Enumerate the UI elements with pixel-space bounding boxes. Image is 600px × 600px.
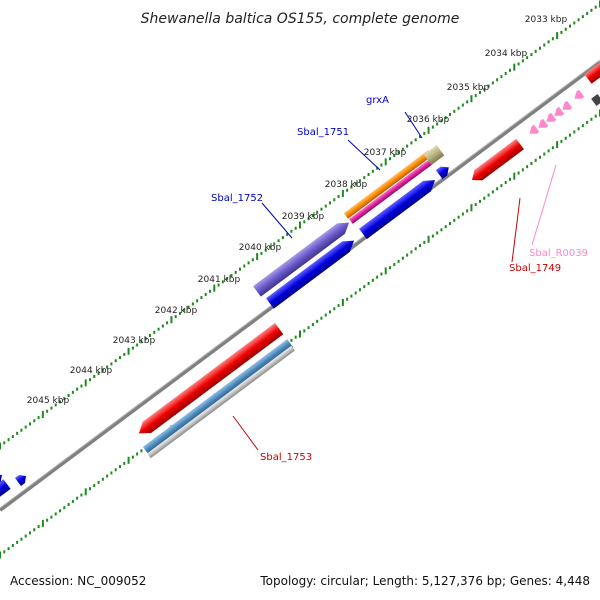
gene-label-sbal-1752[interactable]: Sbal_1752 (211, 193, 263, 204)
gene-blue-3[interactable] (435, 163, 452, 179)
callout-line-sbal-1751 (347, 139, 381, 171)
rna-chevron[interactable] (544, 112, 557, 126)
gene-sbal-1751-magenta-shape[interactable] (349, 156, 437, 224)
tick-label: 2045 kbp (27, 396, 70, 406)
gene-sbal-1753-steel[interactable] (142, 339, 294, 455)
gene-blue-left-1-shape[interactable] (0, 479, 11, 501)
gene-dark-edge-shape[interactable] (591, 94, 600, 106)
tick-label: 2037 kbp (364, 148, 407, 158)
tick-label: 2035 kbp (447, 83, 490, 93)
tick-label: 2044 kbp (70, 366, 113, 376)
gene-grxa-shape[interactable] (423, 145, 445, 165)
gene-grxa[interactable] (423, 145, 445, 165)
gene-blue-left-2[interactable] (15, 472, 29, 486)
gene-blue-3-shape[interactable] (435, 163, 452, 179)
tick-label: 2041 kbp (198, 275, 241, 285)
tick-label: 2038 kbp (325, 180, 368, 190)
gene-sbal-1749-shape[interactable] (468, 138, 524, 185)
gene-sbal-1751-magenta[interactable] (349, 156, 437, 224)
gene-sbal-1752-shape[interactable] (253, 217, 353, 297)
rna-chevron[interactable] (527, 124, 540, 138)
rna-chevron[interactable] (552, 106, 565, 120)
callout-line-sbal-1752 (261, 202, 293, 239)
callout-lines (232, 111, 557, 451)
gene-label-grxa[interactable]: grxA (366, 95, 389, 106)
gene-sbal-1753-gray[interactable] (147, 345, 295, 459)
rna-chevron-shape[interactable] (527, 124, 540, 138)
gene-sbal-1751-orange[interactable] (343, 147, 436, 219)
gene-blue-left-1[interactable] (0, 479, 11, 501)
gene-sbal-1753-gray-shape[interactable] (147, 345, 295, 459)
tick-label: 2040 kbp (239, 243, 282, 253)
outer-tick-row (0, 0, 600, 450)
callout-line-sbal-1749 (511, 197, 521, 263)
tick-label: 2042 kbp (155, 306, 198, 316)
gene-blue-2-shape[interactable] (359, 175, 439, 240)
rna-chevron-shape[interactable] (544, 112, 557, 126)
callout-line-sbal-1753 (232, 415, 259, 451)
tick-label: 2034 kbp (485, 49, 528, 59)
gene-label-sbal-1749[interactable]: Sbal_1749 (509, 263, 561, 274)
tick-label: 2039 kbp (282, 212, 325, 222)
rna-chevron[interactable] (560, 100, 573, 114)
tick-label: 2043 kbp (113, 336, 156, 346)
gene-blue-left-2-shape[interactable] (15, 472, 29, 486)
accession-text: Accession: NC_009052 (10, 574, 146, 588)
inner-tick-row (0, 109, 600, 559)
rna-chevron-shape[interactable] (536, 118, 549, 132)
gene-label-sbal-1753[interactable]: Sbal_1753 (260, 452, 312, 463)
callout-line-sbal-r0039 (531, 164, 557, 246)
gene-sbal-1751-orange-shape[interactable] (343, 147, 436, 219)
gene-sbal-1753-steel-shape[interactable] (142, 339, 294, 455)
gene-red-edge[interactable] (584, 62, 600, 84)
gene-sbal-1752[interactable] (253, 217, 353, 297)
gene-blue-2[interactable] (359, 175, 439, 240)
gene-sbal-1749[interactable] (468, 138, 524, 185)
rna-chevron[interactable] (536, 118, 549, 132)
genome-summary-text: Topology: circular; Length: 5,127,376 bp… (259, 574, 590, 588)
gene-label-sbal-1751[interactable]: Sbal_1751 (297, 127, 349, 138)
gene-sbal-1753-red[interactable] (135, 323, 284, 439)
gene-sbal-1753-red-shape[interactable] (135, 323, 284, 439)
rna-chevron-shape[interactable] (552, 106, 565, 120)
tick-label: 2033 kbp (525, 15, 568, 25)
rna-chevron-shape[interactable] (572, 89, 585, 103)
gene-red-edge-shape[interactable] (584, 62, 600, 84)
gene-label-sbal-r0039[interactable]: Sbal_R0039 (529, 248, 588, 259)
gene-blue-1[interactable] (266, 235, 358, 309)
gene-dark-edge[interactable] (591, 94, 600, 106)
rna-chevron-shape[interactable] (560, 100, 573, 114)
gene-layer (0, 62, 600, 501)
gene-blue-1-shape[interactable] (266, 235, 358, 309)
rna-chevron[interactable] (572, 89, 585, 103)
map-title: Shewanella baltica OS155, complete genom… (141, 11, 460, 27)
callout-line-grxa (404, 111, 423, 139)
tick-label: 2036 kbp (407, 115, 450, 125)
